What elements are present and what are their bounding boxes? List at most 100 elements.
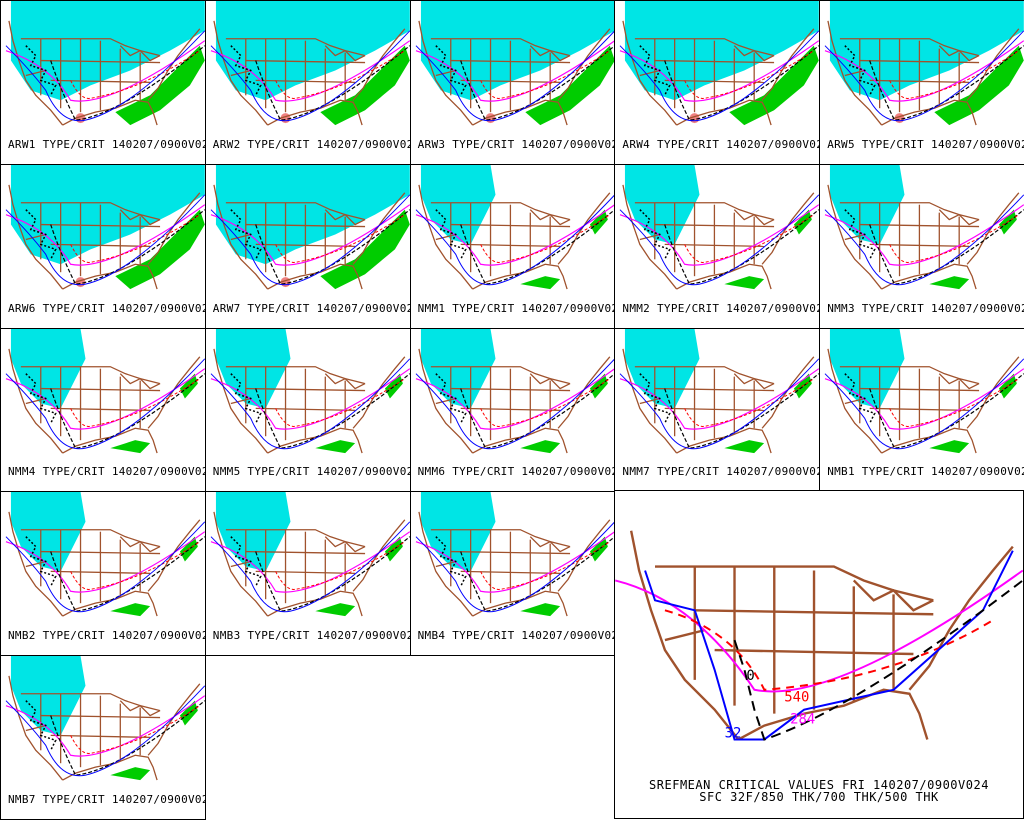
map-border <box>25 725 46 732</box>
map-border <box>255 79 355 84</box>
map-border <box>450 551 570 555</box>
panel-label: NMB3 TYPE/CRIT 140207/0900V024 <box>212 629 411 643</box>
sfc32f-contour <box>620 30 820 122</box>
thk500-contour <box>479 50 610 99</box>
thk850-contour <box>25 45 57 96</box>
thk500-contour <box>479 541 610 591</box>
model-panel: NMM1 TYPE/CRIT 140207/0900V024 <box>409 163 616 329</box>
thk850-contour <box>434 45 467 96</box>
sfc32f-contour <box>5 358 205 449</box>
model-map <box>415 164 615 290</box>
thk850-contour <box>869 209 1024 285</box>
thk500-contour <box>684 377 815 427</box>
thk850-contour <box>639 45 672 96</box>
thk850-contour <box>664 45 820 121</box>
map-border <box>435 233 456 240</box>
map-border <box>230 397 251 404</box>
map-border <box>352 519 406 593</box>
map-border <box>417 20 473 126</box>
thk850-contour <box>434 208 467 260</box>
sfc32f-contour <box>210 194 410 286</box>
thk500-contour <box>664 609 994 691</box>
map-border <box>852 579 934 612</box>
panel-label: NMM4 TYPE/CRIT 140207/0900V024 <box>8 465 206 479</box>
map-border <box>40 715 161 719</box>
srefmean-title: SREFMEAN CRITICAL VALUES FRI 140207/0900… <box>649 778 989 792</box>
sfc32f-contour <box>644 550 1014 741</box>
map-border <box>417 348 473 454</box>
map-border <box>665 79 765 84</box>
model-panel: ARW3 TYPE/CRIT 140207/0900V024 <box>409 0 616 165</box>
map-border <box>622 20 678 126</box>
model-panel: ARW5 TYPE/CRIT 140207/0900V024 <box>819 0 1024 165</box>
rain-area <box>724 373 813 453</box>
map-border <box>471 427 568 454</box>
map-border <box>450 223 570 227</box>
thk700-contour <box>415 204 615 266</box>
thk500-contour <box>274 541 405 591</box>
map-border <box>20 201 161 221</box>
panel-label: NMM7 TYPE/CRIT 140207/0900V024 <box>622 465 821 479</box>
map-border <box>324 209 366 226</box>
thk500-contour <box>889 377 1020 427</box>
map-border <box>694 609 934 616</box>
panel-label: ARW3 TYPE/CRIT 140207/0900V024 <box>417 137 616 151</box>
map-border <box>25 561 46 568</box>
map-border <box>25 69 46 77</box>
thk500-contour <box>479 214 610 263</box>
map-border <box>622 348 678 454</box>
thk700-contour <box>620 40 820 102</box>
rain-area <box>519 209 608 289</box>
model-map <box>620 328 820 454</box>
map-border <box>450 59 570 64</box>
map-border <box>430 201 570 221</box>
map-border <box>147 683 201 756</box>
map-border <box>827 20 883 126</box>
thk700-contour <box>415 531 615 594</box>
map-border <box>225 201 366 221</box>
map-border <box>50 79 151 84</box>
thk500-contour <box>70 705 201 755</box>
map-border <box>844 69 866 77</box>
map-border <box>435 69 456 77</box>
map-border <box>635 201 775 221</box>
map-border <box>640 233 661 240</box>
thk850-contour <box>254 45 410 121</box>
rain-area <box>519 537 608 617</box>
thk850-contour <box>230 372 262 424</box>
map-border <box>460 79 560 84</box>
thk700-contour <box>210 204 410 266</box>
map-border <box>471 99 568 126</box>
rain-area <box>929 373 1018 453</box>
map-border <box>471 590 568 618</box>
map-border <box>119 45 161 62</box>
rain-area <box>315 373 403 453</box>
thk850-contour <box>869 372 1024 449</box>
map-border <box>62 590 158 618</box>
map-border <box>471 263 568 290</box>
srefmean-panel: 540 284 32 0 SREFMEAN CRITICAL VALUES FRI 1… <box>614 490 1024 819</box>
thk850-contour <box>50 536 205 613</box>
panel-label: ARW1 TYPE/CRIT 140207/0900V024 <box>8 137 206 151</box>
thk700-contour <box>5 695 205 757</box>
model-map <box>210 492 410 618</box>
map-border <box>213 184 268 290</box>
model-map <box>210 328 410 454</box>
map-border <box>844 233 866 240</box>
map-border <box>859 59 980 64</box>
map-border <box>869 407 970 411</box>
model-panel: NMM3 TYPE/CRIT 140207/0900V024 <box>819 163 1024 329</box>
map-border <box>869 79 970 84</box>
sfc32f-contour <box>620 194 820 286</box>
thk700-contour <box>824 204 1024 266</box>
thk500-contour <box>479 377 610 427</box>
map-border <box>460 571 560 575</box>
thk850-contour <box>25 372 57 424</box>
map-border <box>557 192 610 265</box>
rain-area <box>110 537 198 617</box>
thk700-contour <box>824 367 1024 430</box>
map-border <box>25 397 46 404</box>
snow-area <box>625 1 820 101</box>
map-border <box>417 184 473 290</box>
panel-label: ARW2 TYPE/CRIT 140207/0900V024 <box>212 137 411 151</box>
